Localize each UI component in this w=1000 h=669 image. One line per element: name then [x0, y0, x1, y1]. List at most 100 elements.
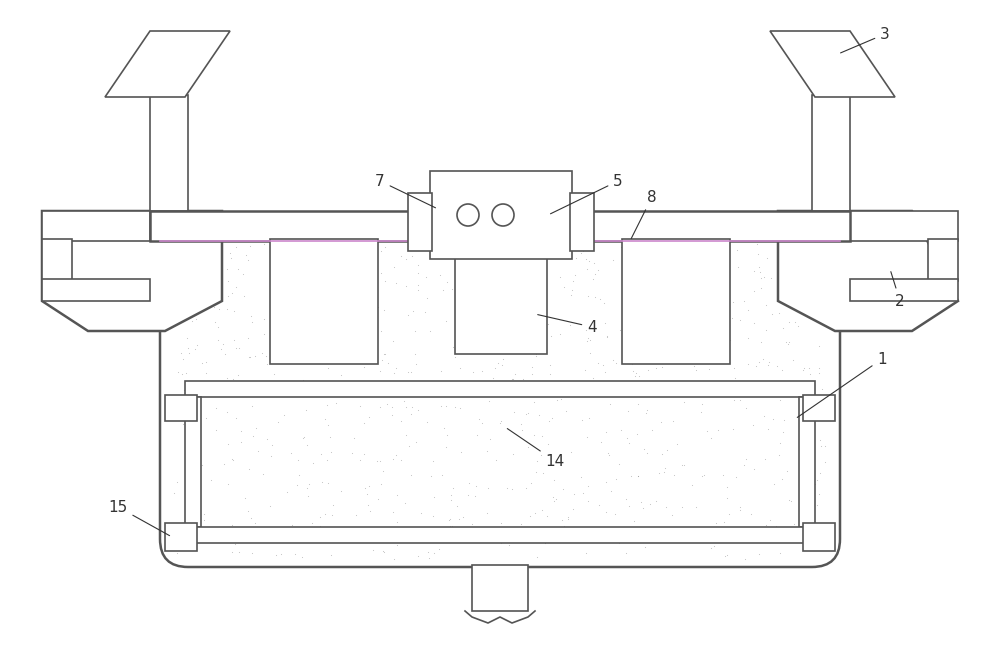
- Point: [242, 351, 258, 362]
- Point: [243, 512, 259, 523]
- Point: [518, 332, 534, 343]
- Point: [488, 331, 504, 342]
- Point: [703, 543, 719, 553]
- Point: [305, 458, 321, 469]
- Point: [669, 327, 685, 338]
- Point: [181, 424, 197, 435]
- Polygon shape: [778, 211, 958, 331]
- Point: [762, 514, 778, 525]
- Point: [507, 369, 523, 379]
- Point: [627, 371, 643, 381]
- Point: [716, 516, 732, 527]
- Point: [646, 310, 662, 320]
- Point: [618, 235, 634, 246]
- Point: [479, 446, 495, 456]
- Point: [356, 379, 372, 390]
- Point: [603, 486, 619, 496]
- Text: 1: 1: [797, 351, 887, 417]
- Point: [255, 468, 271, 479]
- Point: [439, 276, 455, 287]
- Point: [505, 533, 521, 544]
- Point: [815, 403, 831, 413]
- Point: [373, 246, 389, 256]
- Point: [781, 317, 797, 328]
- Point: [170, 366, 186, 377]
- Point: [802, 369, 818, 379]
- Point: [219, 264, 235, 275]
- Point: [540, 536, 556, 547]
- Point: [631, 370, 647, 381]
- Point: [522, 510, 538, 521]
- Point: [813, 440, 829, 451]
- Point: [352, 319, 368, 330]
- Point: [333, 486, 349, 496]
- Bar: [622, 239, 730, 364]
- Point: [216, 458, 232, 469]
- Point: [384, 402, 400, 413]
- Text: 3: 3: [841, 27, 890, 53]
- Point: [487, 284, 503, 295]
- Point: [280, 330, 296, 341]
- Point: [796, 449, 812, 460]
- Point: [398, 280, 414, 291]
- Point: [416, 533, 432, 543]
- Point: [175, 403, 191, 413]
- Point: [740, 332, 756, 343]
- Point: [607, 508, 623, 519]
- Point: [611, 458, 627, 469]
- Point: [505, 374, 521, 385]
- Point: [639, 404, 655, 415]
- Point: [513, 243, 529, 254]
- Point: [567, 270, 583, 281]
- Point: [314, 255, 330, 266]
- Point: [761, 357, 777, 368]
- Point: [505, 449, 521, 460]
- Point: [389, 490, 405, 500]
- Point: [230, 370, 246, 381]
- Point: [629, 429, 645, 440]
- Point: [361, 333, 377, 344]
- Point: [471, 413, 487, 424]
- Point: [783, 496, 799, 506]
- Point: [752, 266, 768, 277]
- Point: [686, 250, 702, 260]
- Point: [508, 254, 524, 264]
- Point: [175, 354, 191, 365]
- Point: [776, 414, 792, 425]
- Point: [697, 284, 713, 295]
- Point: [526, 397, 542, 407]
- Point: [320, 478, 336, 488]
- Point: [230, 264, 246, 274]
- Point: [242, 241, 258, 252]
- Point: [651, 530, 667, 541]
- Bar: [165, 523, 197, 551]
- Point: [493, 538, 509, 549]
- Point: [790, 321, 806, 332]
- Point: [276, 280, 292, 290]
- Point: [812, 467, 828, 478]
- Point: [706, 541, 722, 551]
- Point: [434, 470, 450, 480]
- Point: [313, 312, 329, 322]
- Point: [626, 324, 642, 335]
- Point: [758, 520, 774, 531]
- Point: [811, 341, 827, 352]
- Point: [417, 307, 433, 318]
- Point: [445, 234, 461, 245]
- Point: [691, 326, 707, 337]
- Point: [247, 351, 263, 361]
- Point: [388, 277, 404, 288]
- Point: [549, 394, 565, 405]
- Point: [178, 368, 194, 379]
- Point: [555, 483, 571, 494]
- Point: [235, 268, 251, 279]
- Point: [657, 463, 673, 474]
- Point: [490, 358, 506, 369]
- Point: [528, 349, 544, 359]
- Point: [565, 276, 581, 286]
- Point: [319, 454, 335, 465]
- Point: [244, 316, 260, 327]
- Point: [292, 377, 308, 388]
- Point: [748, 361, 764, 371]
- Point: [464, 518, 480, 529]
